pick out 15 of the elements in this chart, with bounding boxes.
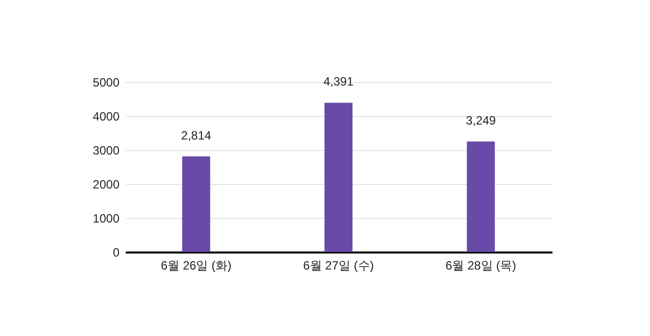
x-tick-label: 6월 26일 (화) bbox=[160, 258, 232, 272]
data-label: 4,391 bbox=[323, 74, 354, 89]
y-tick-label: 1000 bbox=[92, 212, 120, 226]
y-tick-label: 3000 bbox=[92, 144, 120, 158]
bar bbox=[466, 142, 495, 252]
bar bbox=[182, 156, 210, 252]
y-tick-label: 0 bbox=[112, 246, 120, 260]
x-tick-label: 6월 28일 (목) bbox=[445, 258, 516, 272]
data-label: 2,814 bbox=[181, 128, 212, 142]
x-tick-label: 6월 27일 (수) bbox=[303, 258, 374, 272]
bar bbox=[324, 102, 352, 252]
y-tick-label: 2000 bbox=[92, 178, 120, 192]
y-tick-label: 4000 bbox=[92, 110, 120, 124]
data-label: 3,249 bbox=[466, 114, 496, 128]
y-tick-label: 5000 bbox=[92, 76, 120, 90]
